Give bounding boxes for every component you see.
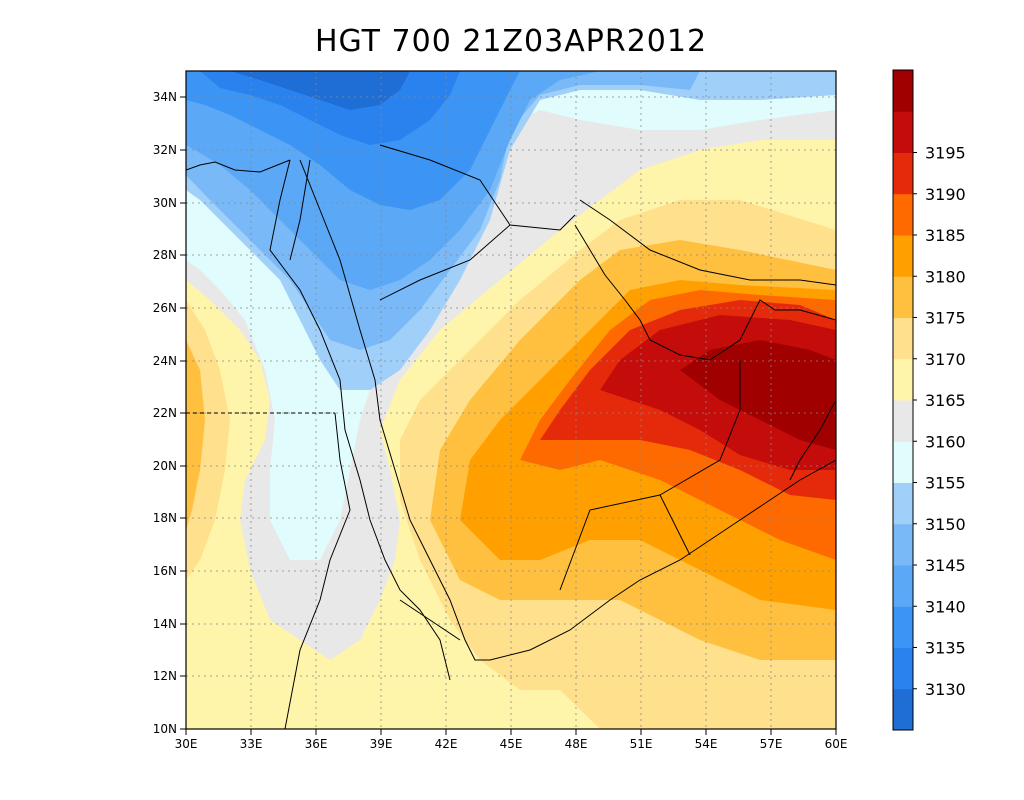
colorbar-swatch	[893, 400, 913, 442]
colorbar-labels: 3130 3135 3140 3145 3150 3155 3160 3165 3170 3175…	[913, 144, 966, 699]
map-gridlines	[186, 71, 836, 729]
y-tick-label: 28N	[153, 248, 177, 262]
colorbar-swatch	[893, 441, 913, 483]
y-tick-label: 14N	[153, 617, 177, 631]
y-tick-label: 24N	[153, 354, 177, 368]
colorbar-swatch	[893, 276, 913, 318]
y-tick-label: 26N	[153, 301, 177, 315]
colorbar-swatch	[893, 235, 913, 277]
colorbar: 3130 3135 3140 3145 3150 3155 3160 3165 3170 3175…	[892, 69, 966, 731]
colorbar-swatch	[893, 647, 913, 690]
x-tick-label: 30E	[175, 737, 198, 751]
y-tick-label: 30N	[153, 196, 177, 210]
height-field	[186, 71, 836, 729]
y-tick-label: 12N	[153, 669, 177, 683]
x-tick-label: 60E	[825, 737, 848, 751]
x-tick-label: 54E	[695, 737, 718, 751]
y-tick-label: 34N	[153, 90, 177, 104]
colorbar-label: 3150	[925, 515, 966, 534]
x-tick-label: 36E	[305, 737, 328, 751]
colorbar-swatch	[893, 317, 913, 360]
coastlines	[186, 144, 836, 729]
colorbar-label: 3135	[925, 639, 966, 658]
colorbar-label: 3180	[925, 267, 966, 286]
y-tick-label: 22N	[153, 406, 177, 420]
colorbar-swatches	[893, 70, 913, 731]
colorbar-label: 3140	[925, 597, 966, 616]
colorbar-label: 3155	[925, 474, 966, 493]
contour-3125	[230, 71, 410, 110]
y-tick-label: 16N	[153, 564, 177, 578]
colorbar-swatch	[893, 523, 913, 566]
colorbar-swatch	[893, 70, 913, 112]
y-tick-label: 20N	[153, 459, 177, 473]
map-title: HGT 700 21Z03APR2012	[314, 24, 708, 59]
colorbar-swatch	[893, 193, 913, 236]
y-tick-label: 10N	[153, 722, 177, 736]
y-axis: 10N 12N 14N 16N 18N 20N 22N 24N 26N 28N …	[153, 90, 186, 736]
colorbar-swatch	[893, 358, 913, 401]
colorbar-label: 3130	[925, 680, 966, 699]
colorbar-swatch	[893, 482, 913, 525]
colorbar-swatch	[893, 688, 913, 731]
x-tick-label: 39E	[370, 737, 393, 751]
y-tick-label: 32N	[153, 143, 177, 157]
colorbar-label: 3195	[925, 144, 966, 163]
x-tick-label: 42E	[435, 737, 458, 751]
colorbar-label: 3190	[925, 185, 966, 204]
x-tick-label: 48E	[565, 737, 588, 751]
colorbar-label: 3170	[925, 350, 966, 369]
colorbar-label: 3145	[925, 556, 966, 575]
colorbar-swatch	[893, 565, 913, 607]
colorbar-label: 3185	[925, 226, 966, 245]
x-tick-label: 45E	[500, 737, 523, 751]
colorbar-swatch	[893, 152, 913, 195]
x-tick-label: 51E	[630, 737, 653, 751]
x-tick-label: 33E	[240, 737, 263, 751]
colorbar-label: 3175	[925, 309, 966, 328]
colorbar-label: 3160	[925, 432, 966, 451]
x-tick-label: 57E	[760, 737, 783, 751]
y-tick-label: 18N	[153, 511, 177, 525]
x-axis: 30E 33E 36E 39E 42E 45E 48E 51E 54E 57E …	[175, 729, 848, 751]
contour-3175-left	[186, 340, 205, 530]
colorbar-swatch	[893, 606, 913, 648]
colorbar-label: 3165	[925, 391, 966, 410]
colorbar-swatch	[893, 111, 913, 153]
contour-3200	[680, 340, 836, 450]
